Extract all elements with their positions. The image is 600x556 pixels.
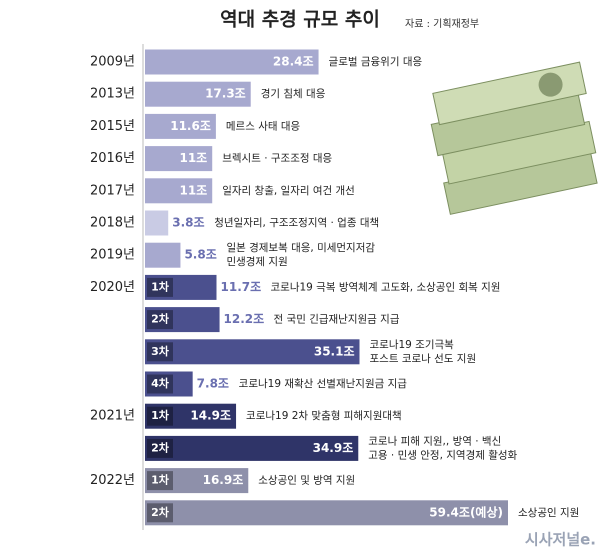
value-label: 3.8조 [172,216,204,230]
round-label: 2차 [151,440,170,454]
bar [145,146,213,172]
round-label: 1차 [151,279,170,293]
money-illustration [430,61,598,215]
annotation: 민생경제 지원 [226,255,287,268]
round-badge [147,310,173,330]
round-badge [147,471,173,491]
y-tick-label: 2018년 [90,216,135,231]
annotation: 코로나 피해 지원,, 방역 · 백신 [368,434,501,447]
annotation: 일자리 창출, 일자리 여건 개선 [222,184,355,197]
y-tick-label: 2009년 [90,55,135,70]
round-badge [147,277,173,297]
value-label: 34.9조 [313,441,354,455]
round-badge [147,342,173,362]
round-label: 3차 [151,344,170,358]
y-tick-label: 2021년 [90,409,135,424]
bar [145,210,169,236]
round-badge [147,374,173,394]
annotation: 경기 침체 대응 [261,87,326,100]
annotation: 메르스 사태 대응 [226,120,301,132]
bar [145,49,319,75]
annotation: 코로나19 조기극복 [370,339,455,351]
bar [145,81,251,107]
bar [145,468,249,494]
round-label: 1차 [151,408,170,422]
chart-title: 역대 추경 규모 추이 [220,9,380,31]
round-badge [147,503,173,523]
round-label: 2차 [151,505,170,519]
annotation: 청년일자리, 구조조정지역 · 업종 대책 [214,216,379,229]
y-tick-label: 2015년 [90,119,135,134]
round-badge [147,438,173,458]
value-label: 59.4조(예상) [429,504,503,519]
bar [145,500,508,526]
y-tick-label: 2019년 [90,248,135,263]
round-label: 4차 [151,376,170,390]
value-label: 35.1조 [314,344,355,358]
value-label: 7.8조 [197,377,229,391]
annotation: 글로벌 금융위기 대응 [329,55,423,68]
bar [145,113,216,139]
value-label: 17.3조 [205,87,246,101]
y-tick-label: 2017년 [90,183,135,198]
bar [145,242,181,268]
annotation: 코로나19 재확산 선별재난지원금 지급 [239,377,408,390]
round-label: 1차 [151,473,170,487]
value-label: 14.9조 [190,409,231,423]
y-tick-label: 2022년 [90,473,135,488]
bar [145,307,220,333]
round-badge [147,406,173,426]
bar [145,371,193,397]
bar [145,403,237,429]
value-label: 16.9조 [203,473,244,487]
watermark: 시사저널e. [525,531,596,549]
annotation: 소상공인 및 방역 지원 [258,475,355,487]
value-label: 12.2조 [224,312,265,326]
annotation: 코로나19 극복 방역체계 고도화, 소상공인 회복 지원 [271,281,501,293]
annotation: 고용 · 민생 안정, 지역경제 활성화 [368,448,517,461]
annotation: 전 국민 긴급재난지원금 지급 [274,314,400,326]
y-tick-label: 2016년 [90,151,135,166]
value-label: 11.6조 [170,119,211,133]
bar [145,339,360,365]
annotation: 코로나19 2차 맞춤형 피해지원대책 [246,409,402,422]
value-label: 11조 [179,151,207,165]
round-label: 2차 [151,312,170,326]
bar [145,435,359,461]
y-tick-label: 2013년 [90,87,135,102]
annotation: 포스트 코로나 선도 지원 [370,353,477,365]
bar [145,274,217,300]
value-label: 5.8조 [184,248,216,262]
y-tick-label: 2020년 [90,280,135,295]
annotation: 브렉시트 · 구조조정 대응 [222,153,332,165]
annotation: 일본 경제보복 대응, 미세먼지저감 [226,241,375,254]
value-label: 11조 [179,183,207,197]
source: 자료 : 기획재정부 [405,18,479,30]
value-label: 11.7조 [221,280,262,294]
bar [145,178,213,204]
value-label: 28.4조 [273,55,314,69]
annotation: 소상공인 지원 [518,507,579,519]
